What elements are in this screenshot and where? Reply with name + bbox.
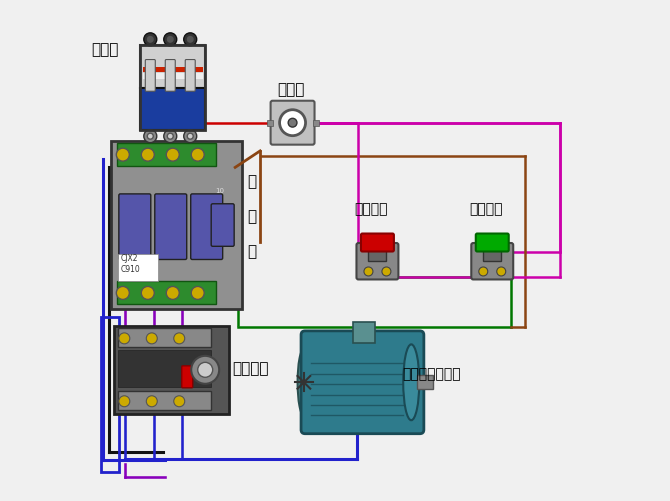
Circle shape: [144, 34, 157, 47]
FancyBboxPatch shape: [117, 144, 216, 167]
Text: 断路器: 断路器: [91, 42, 119, 57]
FancyBboxPatch shape: [356, 243, 399, 280]
Circle shape: [147, 134, 153, 140]
Circle shape: [187, 134, 193, 140]
FancyBboxPatch shape: [143, 68, 203, 73]
FancyBboxPatch shape: [211, 204, 234, 247]
Circle shape: [279, 111, 306, 136]
Circle shape: [191, 356, 219, 384]
FancyBboxPatch shape: [483, 251, 501, 262]
FancyBboxPatch shape: [143, 74, 203, 80]
FancyBboxPatch shape: [119, 194, 151, 260]
Circle shape: [382, 268, 391, 277]
Text: 三相异步电动机: 三相异步电动机: [403, 367, 461, 381]
FancyBboxPatch shape: [353, 322, 375, 343]
Circle shape: [288, 119, 297, 128]
FancyBboxPatch shape: [118, 329, 211, 348]
Text: 触: 触: [248, 208, 257, 223]
FancyBboxPatch shape: [118, 254, 157, 282]
Circle shape: [191, 149, 204, 162]
FancyBboxPatch shape: [117, 282, 216, 305]
Text: 启动按钮: 启动按钮: [469, 202, 502, 216]
Circle shape: [163, 34, 177, 47]
FancyBboxPatch shape: [114, 326, 229, 414]
FancyBboxPatch shape: [417, 375, 433, 390]
Text: 熔断器: 熔断器: [277, 82, 305, 97]
Text: 器: 器: [248, 243, 257, 259]
FancyBboxPatch shape: [361, 234, 394, 252]
Text: 10: 10: [215, 188, 224, 194]
Ellipse shape: [297, 349, 310, 416]
Circle shape: [168, 134, 174, 140]
Circle shape: [191, 287, 204, 300]
Circle shape: [117, 149, 129, 162]
FancyBboxPatch shape: [271, 102, 314, 145]
Circle shape: [147, 37, 154, 44]
FancyBboxPatch shape: [118, 350, 211, 387]
Circle shape: [184, 34, 197, 47]
FancyBboxPatch shape: [185, 61, 195, 92]
Circle shape: [163, 130, 177, 143]
Circle shape: [119, 333, 130, 344]
FancyBboxPatch shape: [267, 120, 273, 126]
Circle shape: [117, 287, 129, 300]
Circle shape: [187, 37, 194, 44]
Circle shape: [146, 333, 157, 344]
FancyBboxPatch shape: [165, 61, 176, 92]
Circle shape: [174, 396, 185, 407]
Circle shape: [146, 396, 157, 407]
Circle shape: [144, 130, 157, 143]
Circle shape: [167, 37, 174, 44]
Circle shape: [166, 287, 180, 300]
Text: 热继电器: 热继电器: [232, 361, 269, 376]
FancyBboxPatch shape: [471, 243, 513, 280]
Circle shape: [364, 268, 373, 277]
Circle shape: [174, 333, 185, 344]
FancyBboxPatch shape: [191, 194, 222, 260]
FancyBboxPatch shape: [118, 391, 211, 410]
FancyBboxPatch shape: [182, 366, 193, 388]
Circle shape: [141, 149, 154, 162]
Circle shape: [479, 268, 488, 277]
FancyBboxPatch shape: [140, 46, 205, 89]
Circle shape: [198, 363, 212, 378]
FancyBboxPatch shape: [140, 89, 205, 131]
Text: 接: 接: [248, 174, 257, 189]
Circle shape: [184, 130, 197, 143]
Ellipse shape: [403, 345, 419, 420]
Text: 停止按钮: 停止按钮: [354, 202, 387, 216]
FancyBboxPatch shape: [369, 251, 387, 262]
Circle shape: [496, 268, 506, 277]
FancyBboxPatch shape: [155, 194, 187, 260]
FancyBboxPatch shape: [476, 234, 509, 252]
Text: CJX2
C910: CJX2 C910: [121, 254, 140, 274]
FancyBboxPatch shape: [111, 142, 242, 309]
Circle shape: [166, 149, 180, 162]
FancyBboxPatch shape: [301, 331, 424, 434]
Circle shape: [119, 396, 130, 407]
FancyBboxPatch shape: [312, 120, 319, 126]
FancyBboxPatch shape: [145, 61, 155, 92]
Circle shape: [141, 287, 154, 300]
